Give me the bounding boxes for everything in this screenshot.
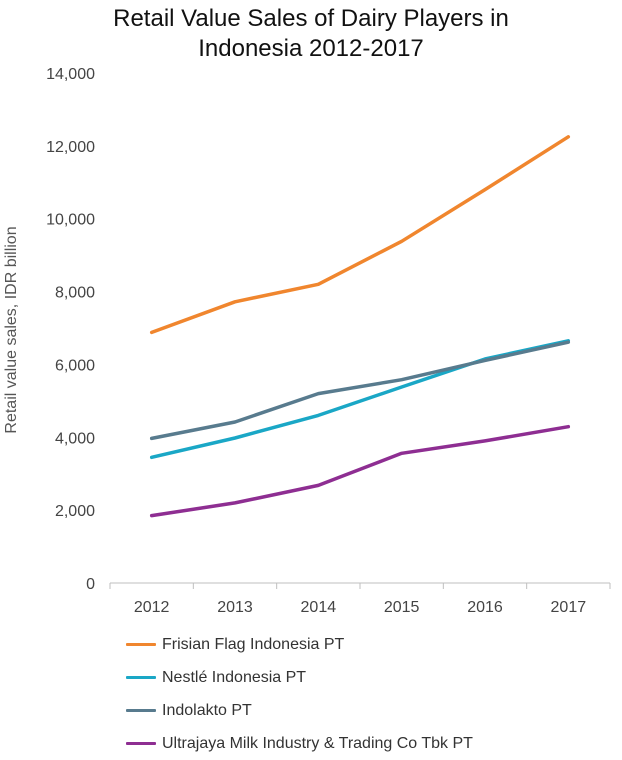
legend-item-2: Nestlé Indonesia PT bbox=[126, 661, 473, 694]
chart-title-line-1: Retail Value Sales of Dairy Players in bbox=[113, 5, 509, 32]
legend-label: Indolakto PT bbox=[162, 701, 252, 719]
y-tick-label: 8,000 bbox=[55, 285, 95, 302]
legend-item-3: Indolakto PT bbox=[126, 694, 473, 727]
legend: Frisian Flag Indonesia PT Nestlé Indonesi… bbox=[126, 628, 473, 760]
series-line-2 bbox=[149, 339, 571, 460]
y-tick-label: 6,000 bbox=[55, 357, 95, 374]
legend-label: Ultrajaya Milk Industry & Trading Co Tbk… bbox=[162, 734, 473, 752]
x-tick-label: 2014 bbox=[301, 599, 337, 616]
series-line-1 bbox=[149, 135, 571, 335]
legend-label: Frisian Flag Indonesia PT bbox=[162, 635, 345, 653]
y-axis-ticks: 0 2,000 4,000 6,000 8,000 10,000 12,000 14,000 bbox=[46, 66, 95, 593]
legend-label: Nestlé Indonesia PT bbox=[162, 668, 307, 686]
chart-title-line-2: Indonesia 2012-2017 bbox=[198, 35, 424, 62]
series-lines bbox=[149, 135, 571, 518]
x-tick-label: 2013 bbox=[217, 599, 253, 616]
x-tick-label: 2017 bbox=[551, 599, 587, 616]
line-chart: 02,0004,0006,0008,00010,00012,00014,000 … bbox=[3, 66, 611, 616]
series-line-3 bbox=[149, 340, 571, 441]
y-tick-label: 4,000 bbox=[55, 430, 95, 447]
y-axis-label: Retail value sales, IDR billion bbox=[3, 226, 20, 433]
y-tick-label: 0 bbox=[86, 576, 95, 593]
y-tick-label: 14,000 bbox=[46, 66, 95, 83]
legend-swatch bbox=[126, 742, 156, 745]
legend-swatch bbox=[126, 676, 156, 679]
legend-swatch bbox=[126, 709, 156, 712]
legend-swatch bbox=[126, 643, 156, 646]
series-line-4 bbox=[149, 424, 571, 518]
y-tick-label: 10,000 bbox=[46, 212, 95, 229]
x-tick-label: 2015 bbox=[384, 599, 420, 616]
y-tick-label: 2,000 bbox=[55, 503, 95, 520]
legend-item-1: Frisian Flag Indonesia PT bbox=[126, 628, 473, 661]
x-tick-label: 2012 bbox=[134, 599, 170, 616]
x-tick-label: 2016 bbox=[467, 599, 503, 616]
y-tick-label: 12,000 bbox=[46, 139, 95, 156]
legend-item-4: Ultrajaya Milk Industry & Trading Co Tbk… bbox=[126, 727, 473, 760]
x-axis-ticks: 2012 2013 2014 2015 2016 2017 bbox=[109, 583, 611, 616]
